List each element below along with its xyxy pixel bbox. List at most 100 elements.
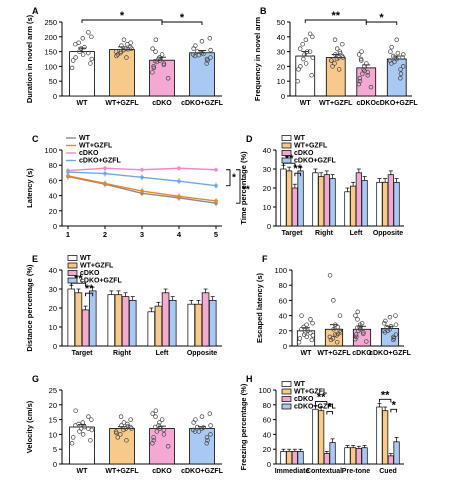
data-point (310, 333, 316, 338)
y-tick-label: 20 (49, 401, 57, 410)
panel-label: B (260, 6, 267, 16)
data-point (201, 51, 206, 57)
data-point (356, 81, 362, 87)
significance-bracket (226, 169, 231, 187)
bar (114, 294, 123, 347)
y-tick-label: 20 (263, 445, 271, 454)
data-point (297, 336, 303, 341)
bar (355, 448, 362, 465)
data-point (354, 334, 359, 340)
y-axis-label: Latency (s) (25, 168, 34, 208)
x-tick-label: cDKO+GZFL (181, 468, 224, 475)
data-point (357, 78, 363, 84)
data-point (388, 49, 393, 54)
data-point (394, 37, 399, 43)
data-point (297, 46, 303, 51)
y-tick-label: 20 (277, 62, 285, 71)
y-tick-label: 60 (263, 416, 271, 425)
panel-label: H (246, 374, 253, 384)
data-point (331, 298, 336, 303)
x-tick-label: cDKO (352, 350, 372, 357)
data-point (207, 411, 213, 416)
data-point (361, 330, 366, 335)
y-tick-label: 0 (281, 92, 285, 101)
data-point (355, 309, 360, 315)
x-tick-label: WT+GZFL (319, 100, 353, 107)
data-point (295, 78, 300, 84)
data-point (121, 37, 127, 43)
legend-swatch (67, 277, 78, 284)
bar (81, 309, 90, 347)
data-point (305, 328, 311, 334)
bar (168, 300, 177, 347)
data-point (80, 52, 86, 57)
legend-label: WT+GZFL (294, 143, 328, 150)
y-tick-label: 0 (53, 222, 57, 231)
data-point (204, 61, 209, 66)
bar (393, 181, 400, 227)
data-point (364, 339, 369, 344)
data-point (354, 325, 360, 331)
bar (286, 170, 293, 227)
legend-swatch (281, 403, 292, 410)
data-point (151, 438, 157, 443)
significance-label: * (379, 12, 384, 24)
bar (323, 174, 330, 227)
data-point (159, 417, 165, 422)
bar (393, 441, 400, 465)
data-point (121, 47, 126, 53)
panel-label: D (246, 134, 253, 144)
legend-label: cDKO (80, 270, 100, 277)
y-tick-label: 150 (44, 48, 57, 57)
panel-label: G (32, 374, 39, 384)
data-point (86, 426, 91, 431)
legend-swatch (281, 396, 292, 402)
data-point (119, 423, 124, 428)
legend-label: cDKO+GZFL (294, 404, 337, 411)
data-point (332, 61, 337, 66)
significance-bracket (161, 21, 203, 25)
data-point (82, 424, 87, 430)
data-point (140, 175, 144, 180)
x-tick-label: Target (72, 350, 94, 357)
data-point (88, 61, 93, 66)
bar (325, 57, 346, 97)
bar (361, 180, 368, 227)
x-tick-label: Cued (379, 468, 397, 475)
significance-label: ** (381, 389, 390, 401)
panel-label: A (32, 6, 39, 16)
data-point (340, 41, 345, 47)
significance-bracket (378, 398, 392, 403)
data-point (310, 34, 315, 40)
data-point (307, 49, 313, 54)
data-point (177, 179, 181, 183)
data-point (115, 435, 120, 440)
data-point (199, 414, 205, 419)
data-point (140, 189, 144, 193)
data-point (125, 46, 131, 52)
data-point (336, 67, 342, 72)
y-axis-label: Velocity (cm/s) (25, 400, 34, 453)
bar (387, 174, 394, 227)
data-point (128, 424, 133, 430)
y-axis-label: Freezing percentage (%) (239, 383, 248, 470)
legend-swatch (281, 388, 292, 395)
legend-label: cDKO (294, 150, 314, 157)
data-point (76, 421, 81, 427)
data-point (193, 417, 198, 422)
data-point (356, 52, 362, 57)
significance-label: * (328, 402, 333, 414)
data-point (308, 317, 313, 322)
data-point (152, 424, 158, 430)
bar (361, 447, 368, 465)
bar (318, 176, 325, 227)
data-point (329, 58, 334, 63)
y-axis-label: Escaped latency (s) (255, 272, 264, 343)
data-point (153, 49, 158, 54)
bar (376, 406, 383, 465)
data-point (159, 52, 165, 57)
data-point (357, 75, 363, 81)
data-point (150, 411, 155, 416)
data-point (69, 441, 75, 446)
